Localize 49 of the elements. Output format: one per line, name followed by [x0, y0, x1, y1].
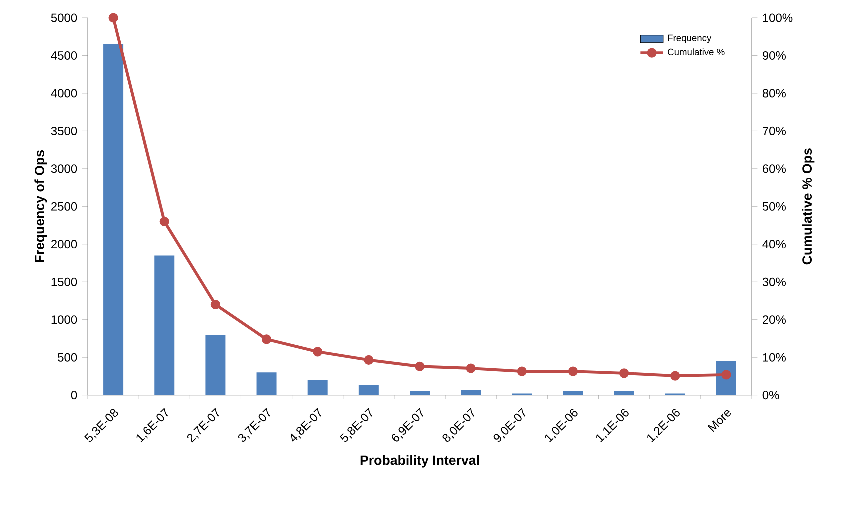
point [262, 334, 272, 344]
y2-tick-label: 0% [762, 391, 780, 400]
y-tick-label: 5000 [51, 14, 78, 22]
y2-tick-label: 80% [762, 89, 786, 98]
bar [256, 372, 277, 396]
y2-tick-label: 20% [763, 316, 786, 324]
bar [461, 390, 482, 396]
y-tick-label: 0 [71, 391, 78, 400]
y2-axis-title: Cumulative % Ops [802, 148, 815, 265]
y-tick-label: 2000 [52, 240, 78, 249]
y-tick-label: 1500 [52, 278, 78, 286]
y-tick-label: 1000 [52, 316, 78, 324]
bar [206, 334, 226, 396]
point [160, 216, 170, 227]
y2-tick-label: 100% [763, 14, 793, 22]
legend-label: Cumulative % [668, 48, 725, 56]
y-tick-label: 4000 [51, 89, 78, 98]
y2-tick-label: 60% [763, 164, 786, 174]
point [415, 362, 425, 372]
bar [308, 380, 328, 396]
bar [104, 44, 124, 396]
y-tick-label: 3500 [51, 126, 78, 136]
point [364, 355, 374, 366]
y2-tick-label: 30% [762, 278, 786, 286]
y-tick-label: 500 [58, 353, 78, 362]
point [670, 371, 680, 381]
y-tick-label: 2500 [52, 202, 78, 211]
point [466, 364, 476, 374]
point [313, 347, 323, 357]
bar [614, 392, 634, 396]
point [568, 366, 578, 376]
bar [358, 386, 379, 396]
bar [410, 392, 430, 396]
y2-tick-label: 70% [763, 126, 786, 136]
y2-tick-label: 10% [763, 353, 786, 362]
bar [154, 256, 175, 396]
x-axis-title: Probability Interval [360, 455, 480, 468]
legend-label: Frequency [668, 34, 712, 44]
point [517, 366, 527, 376]
y2-tick-label: 50% [762, 202, 786, 211]
bar [563, 392, 584, 396]
point [620, 368, 630, 378]
point [108, 13, 118, 23]
y-tick-label: 4500 [51, 51, 78, 60]
y2-tick-label: 90% [762, 51, 786, 60]
point [210, 300, 220, 310]
y-tick-label: 3000 [51, 164, 78, 174]
y-axis-title: Frequency of Ops [34, 150, 48, 262]
y2-tick-label: 40% [762, 240, 786, 249]
